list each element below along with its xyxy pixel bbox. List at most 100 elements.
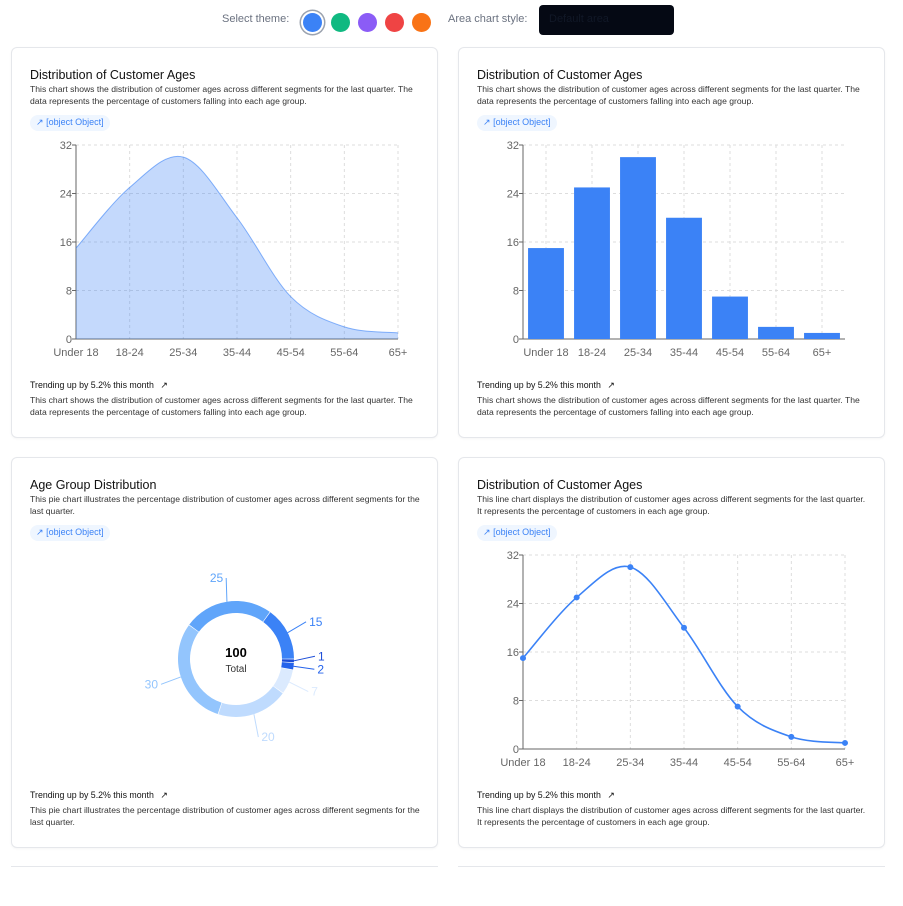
trending-up-icon: ↗ (160, 380, 168, 390)
pie-label: 25 (210, 571, 224, 585)
pie-label: 2 (317, 662, 324, 676)
card-footer: This line chart displays the distributio… (477, 805, 866, 827)
source-link-label: [object Object] (493, 117, 551, 127)
x-tick-label: 45-54 (277, 347, 305, 359)
card-description: This line chart displays the distributio… (477, 494, 866, 516)
x-tick-label: 35-44 (670, 757, 698, 769)
source-link[interactable]: ↗ [object Object] (477, 525, 557, 541)
trend-label: Trending up by 5.2% this month (30, 790, 154, 800)
card-description: This chart shows the distribution of cus… (477, 84, 860, 106)
pie-label-line (289, 681, 309, 693)
pie-label: 20 (261, 730, 275, 744)
y-tick-label: 24 (60, 189, 72, 201)
pie-total-value: 100 (225, 645, 247, 660)
chart-card: Age Group Distribution This pie chart il… (11, 457, 438, 848)
x-tick-label: 35-44 (670, 347, 698, 359)
pie-slice (273, 667, 293, 693)
x-tick-label: 55-64 (777, 757, 805, 769)
card-title: Distribution of Customer Ages (477, 478, 643, 492)
pie-label-line (160, 676, 182, 685)
x-tick-label: 25-34 (624, 347, 652, 359)
chart: 0 8 16 24 32 Under 18 18-24 25-34 35-44 45-54 55-6… (507, 140, 845, 359)
pie-label-line (293, 655, 316, 662)
data-point (788, 733, 795, 740)
source-link[interactable]: ↗ [object Object] (30, 115, 110, 131)
area-style-select[interactable]: Default area (539, 5, 674, 35)
card-footer: This chart shows the distribution of cus… (30, 395, 413, 417)
y-tick-label: 32 (507, 550, 519, 562)
y-tick-label: 24 (507, 189, 519, 201)
x-tick-label: 25-34 (616, 757, 644, 769)
source-link[interactable]: ↗ [object Object] (30, 525, 110, 541)
x-tick-label: 25-34 (169, 347, 197, 359)
trend-text: Trending up by 5.2% this month ↗ (477, 380, 615, 391)
area-line (75, 155, 399, 334)
x-tick-label: 45-54 (716, 347, 744, 359)
pie-label: 30 (145, 677, 159, 691)
x-tick-label: 55-64 (762, 347, 790, 359)
source-link-label: [object Object] (46, 527, 104, 537)
data-point (734, 703, 741, 710)
trending-up-icon: ↗ (607, 790, 615, 800)
external-link-icon: ↗ (483, 527, 491, 537)
y-tick-label: 0 (513, 334, 519, 346)
trending-up-icon: ↗ (160, 790, 168, 800)
card-partial (458, 866, 885, 906)
pie-label: 1 (318, 649, 325, 663)
x-tick-label: 65+ (389, 347, 408, 359)
y-tick-label: 0 (513, 744, 519, 756)
theme-red-swatch[interactable] (385, 13, 404, 32)
x-tick-label: Under 18 (53, 347, 98, 359)
data-point (573, 594, 580, 601)
trend-label: Trending up by 5.2% this month (477, 380, 601, 390)
y-tick-label: 32 (507, 140, 519, 152)
external-link-icon: ↗ (36, 117, 44, 127)
bar (758, 326, 794, 339)
data-point (627, 564, 634, 571)
pie-total-label: Total (225, 664, 246, 675)
y-tick-label: 8 (513, 696, 519, 708)
card-description: This pie chart illustrates the percentag… (30, 494, 420, 516)
chart: 15 25 30 20 7 21 100 Total (145, 571, 325, 744)
theme-green-swatch[interactable] (331, 13, 350, 32)
x-tick-label: 65+ (836, 757, 855, 769)
bar (620, 157, 656, 339)
trend-text: Trending up by 5.2% this month ↗ (30, 380, 168, 391)
pie-slice (218, 686, 283, 717)
y-tick-label: 16 (507, 237, 519, 249)
data-point (842, 739, 848, 746)
y-tick-label: 16 (507, 647, 519, 659)
data-point (520, 655, 526, 662)
card-footer: This pie chart illustrates the percentag… (30, 805, 420, 827)
card-title: Age Group Distribution (30, 478, 157, 492)
trend-label: Trending up by 5.2% this month (477, 790, 601, 800)
external-link-icon: ↗ (36, 527, 44, 537)
area-style-label: Area chart style: (448, 13, 528, 25)
trend-label: Trending up by 5.2% this month (30, 380, 154, 390)
pie-slice (281, 659, 294, 663)
source-link[interactable]: ↗ [object Object] (477, 115, 557, 131)
x-tick-label: Under 18 (523, 347, 568, 359)
theme-blue-swatch[interactable] (303, 13, 322, 32)
trend-text: Trending up by 5.2% this month ↗ (477, 790, 615, 801)
pie-label-line (225, 577, 228, 602)
pie-label-line (287, 621, 307, 634)
bar (712, 296, 748, 339)
y-tick-label: 8 (513, 286, 519, 298)
pie-label-line (253, 714, 259, 738)
y-tick-label: 16 (60, 237, 72, 249)
y-tick-label: 0 (66, 334, 72, 346)
chart: 0 8 16 24 32 Under 18 18-24 25-34 35-44 45-54 55-6… (500, 550, 855, 769)
x-tick-label: 18-24 (578, 347, 606, 359)
theme-orange-swatch[interactable] (412, 13, 431, 32)
x-tick-label: 18-24 (563, 757, 591, 769)
x-tick-label: 45-54 (724, 757, 752, 769)
card-title: Distribution of Customer Ages (30, 68, 196, 82)
chart: 0 8 16 24 32 Under 18 18-24 25-34 35-44 45-54 55-6… (53, 140, 408, 359)
y-tick-label: 32 (60, 140, 72, 152)
theme-purple-swatch[interactable] (358, 13, 377, 32)
pie-slice (189, 601, 270, 632)
pie-label: 15 (309, 615, 323, 629)
card-description: This chart shows the distribution of cus… (30, 84, 413, 106)
x-tick-label: 65+ (813, 347, 832, 359)
